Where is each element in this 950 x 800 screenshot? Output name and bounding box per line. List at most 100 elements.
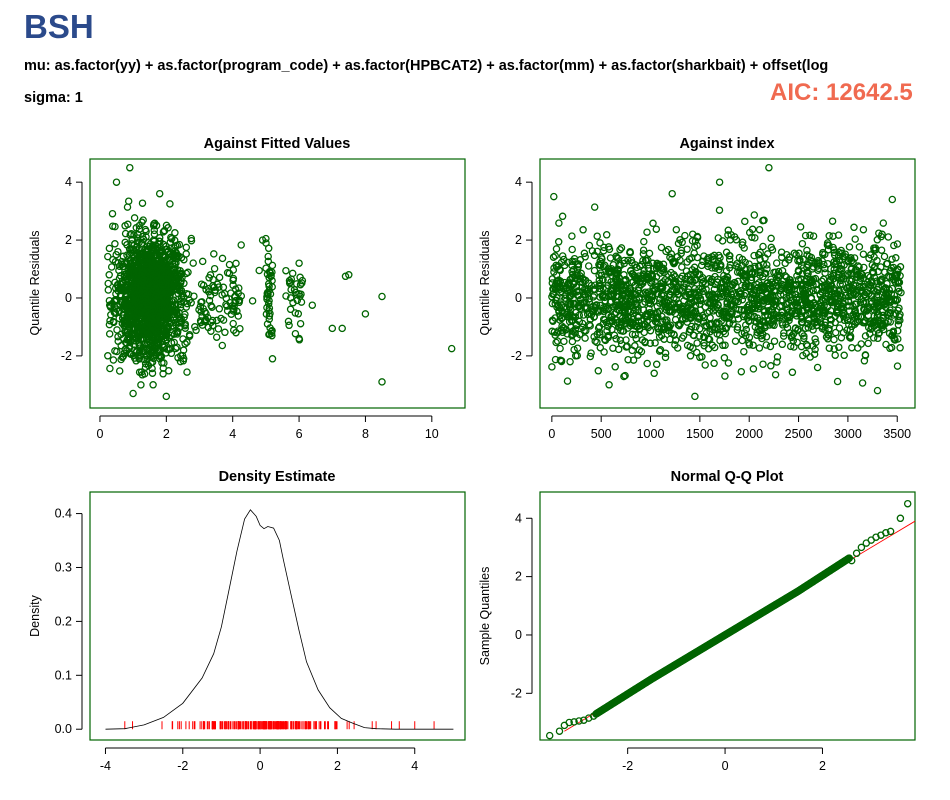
data-point: [762, 341, 771, 349]
panel-density-axes: -4 -2 0 2 40.00.10.20.30.4: [55, 507, 419, 773]
data-point: [263, 290, 272, 298]
y-tick-label: 2: [65, 233, 72, 247]
data-point: [750, 251, 758, 260]
data-point: [825, 232, 833, 240]
data-point: [859, 225, 868, 234]
data-point: [755, 344, 764, 352]
data-point: [555, 219, 563, 227]
data-point: [133, 319, 142, 328]
data-point: [756, 248, 764, 257]
data-point: [264, 252, 272, 261]
x-tick-label: 6: [296, 427, 303, 441]
data-point: [114, 332, 122, 341]
data-point: [175, 272, 183, 280]
data-point: [879, 219, 888, 227]
data-point: [361, 310, 370, 318]
data-point: [215, 305, 224, 313]
data-point: [560, 337, 568, 346]
y-tick-label: 4: [515, 511, 522, 525]
panel-density-ylabel: Density: [28, 594, 42, 636]
data-point: [170, 330, 179, 338]
data-point: [888, 195, 897, 204]
panel-index-frame: [539, 158, 916, 409]
data-point: [568, 330, 576, 339]
data-point: [549, 253, 558, 261]
data-point: [699, 277, 708, 286]
data-point: [232, 259, 240, 268]
panel-density-title: Density Estimate: [219, 469, 336, 485]
data-point: [144, 317, 152, 326]
data-point: [137, 241, 146, 249]
data-point: [159, 370, 167, 378]
data-point: [447, 344, 456, 353]
data-point: [168, 302, 177, 311]
data-point: [596, 239, 604, 247]
data-point: [783, 323, 792, 332]
data-point: [104, 252, 112, 261]
y-tick-label: 0: [515, 291, 522, 305]
data-point: [106, 316, 114, 325]
data-point: [563, 377, 572, 385]
data-point: [585, 241, 594, 250]
data-point: [804, 324, 813, 332]
data-point: [664, 245, 673, 254]
data-point: [888, 255, 896, 263]
data-point: [772, 259, 781, 267]
data-point: [666, 287, 675, 296]
data-point: [265, 304, 274, 312]
data-point: [600, 243, 608, 252]
data-point: [262, 234, 270, 243]
data-point: [558, 212, 567, 221]
x-tick-label: 2: [819, 759, 826, 773]
data-point: [143, 355, 151, 364]
data-point: [113, 326, 121, 334]
data-point: [125, 245, 134, 253]
data-point: [801, 231, 810, 240]
data-point: [181, 321, 189, 330]
data-point: [210, 264, 219, 273]
data-point: [864, 339, 872, 348]
data-point: [156, 332, 165, 340]
data-point: [237, 241, 245, 249]
data-point: [191, 323, 199, 331]
data-point: [759, 242, 767, 251]
data-point: [885, 329, 894, 338]
data-point: [803, 246, 811, 255]
data-point: [298, 276, 307, 285]
data-point: [736, 287, 745, 295]
data-point: [657, 243, 666, 252]
data-point: [218, 291, 226, 299]
data-point: [594, 367, 603, 375]
data-point: [766, 342, 775, 351]
data-point: [667, 268, 675, 277]
x-tick-label: 8: [362, 427, 369, 441]
data-point: [189, 259, 197, 267]
data-point: [183, 299, 192, 308]
data-point: [176, 357, 185, 366]
data-point: [235, 284, 243, 292]
data-point: [635, 283, 643, 292]
data-point: [160, 300, 169, 308]
data-point: [104, 286, 113, 294]
data-point: [210, 250, 218, 258]
data-point: [205, 296, 214, 305]
data-point: [218, 341, 227, 350]
data-point: [896, 263, 905, 271]
data-point: [129, 389, 137, 398]
data-point: [710, 359, 718, 368]
data-point: [639, 246, 648, 254]
data-point: [590, 332, 598, 341]
data-point: [255, 266, 263, 275]
data-point: [833, 377, 842, 386]
panel-density: Density Estimate Density -4 -2 0 2 40.00.10.…: [28, 469, 466, 773]
data-point: [601, 261, 609, 270]
data-point: [149, 306, 157, 315]
data-point: [800, 334, 808, 343]
data-point: [620, 256, 629, 265]
data-point: [139, 285, 147, 293]
data-point: [149, 275, 157, 283]
data-point: [132, 321, 141, 329]
y-tick-label: 0: [65, 291, 72, 305]
data-point: [130, 231, 138, 239]
data-point: [725, 255, 734, 264]
